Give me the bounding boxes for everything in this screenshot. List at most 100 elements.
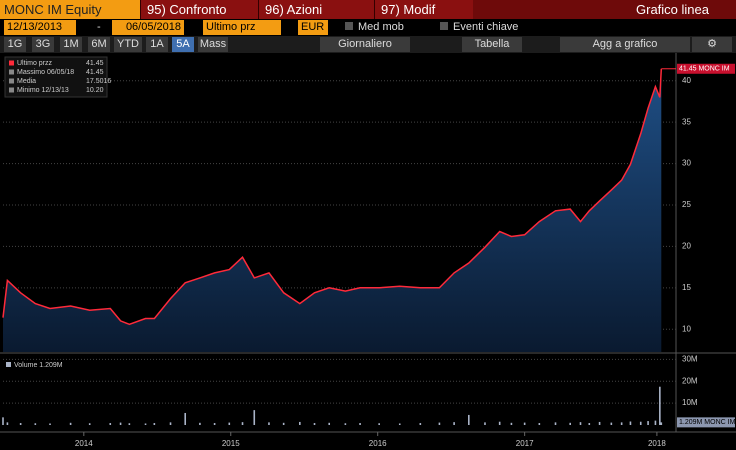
y-tick-label: 35	[682, 117, 691, 126]
last-price-tag	[677, 63, 735, 74]
period-button[interactable]: 1M	[60, 37, 82, 52]
y-tick-label: 30M	[682, 354, 698, 363]
volume-bar	[453, 422, 455, 425]
period-button[interactable]: 6M	[88, 37, 110, 52]
y-tick-label: 30	[682, 159, 691, 168]
volume-bar	[419, 423, 422, 425]
ticker[interactable]: MONC IM Equity	[0, 0, 140, 19]
volume-bar	[213, 423, 216, 425]
legend-label: Media	[17, 78, 36, 85]
y-tick-label: 10M	[682, 398, 698, 407]
last-volume-tag	[677, 417, 735, 428]
x-tick-label: 2015	[222, 439, 240, 448]
period-button[interactable]: Mass	[198, 37, 228, 52]
key-events-label: Eventi chiave	[453, 21, 519, 33]
settings[interactable]: ⚙	[692, 37, 732, 52]
volume-legend: Volume 1.209M	[14, 362, 63, 369]
volume-bar	[69, 422, 72, 425]
legend-swatch	[9, 78, 14, 84]
legend-swatch	[9, 60, 14, 66]
start-date[interactable]: 12/13/2013	[4, 20, 76, 35]
legend-value: 41.45	[86, 60, 104, 67]
legend-value: 17.5016	[86, 78, 111, 85]
volume-bar	[598, 421, 601, 425]
chart: 10 15 20 25 30 35 40 41.45 MONC IM 10M 20M 30M 2014…	[0, 53, 736, 450]
volume-bar	[659, 386, 661, 425]
volume-bar	[569, 422, 572, 425]
volume-bar	[253, 410, 256, 425]
x-tick-label: 2018	[648, 439, 666, 448]
volume-bar	[328, 422, 331, 425]
volume-bar	[199, 422, 201, 425]
volume-bar	[554, 422, 557, 425]
period-button[interactable]: 1A	[146, 37, 168, 52]
volume-bar	[639, 421, 642, 425]
volume-bar	[647, 421, 649, 425]
legend-box	[4, 56, 108, 98]
volume-bar	[34, 423, 37, 425]
price-area	[3, 68, 662, 353]
separator: -	[97, 21, 101, 33]
period-button[interactable]: YTD	[114, 37, 142, 52]
key-events[interactable]: Eventi chiave	[440, 20, 518, 35]
x-tick-label: 2014	[75, 439, 93, 448]
x-tick-label: 2017	[516, 439, 534, 448]
add-to-chart[interactable]: Agg a grafico	[560, 37, 690, 52]
volume-bar	[299, 421, 301, 425]
period-button[interactable]: 3G	[32, 37, 54, 52]
y-tick-label: 40	[682, 76, 691, 85]
last-price-label: 41.45 MONC IM	[679, 66, 730, 73]
volume-bar	[241, 422, 244, 425]
tab[interactable]: 96) Azioni	[258, 0, 375, 19]
tab[interactable]: 95) Confronto	[140, 0, 259, 19]
y-tick-label: 15	[682, 283, 691, 292]
period-button[interactable]: 5A	[172, 37, 194, 52]
period-button[interactable]: 1G	[4, 37, 26, 52]
volume-bar	[228, 422, 231, 425]
volume-bar	[109, 423, 112, 425]
last-volume-label: 1.209M MONC IM	[679, 419, 736, 426]
volume-bar	[523, 422, 526, 425]
moving-avg-label: Med mob	[358, 21, 404, 33]
volume-bar	[313, 423, 316, 425]
volume-bar	[498, 421, 501, 425]
volume-bar	[610, 422, 613, 425]
price-line	[2, 68, 663, 326]
volume-bar	[153, 423, 156, 425]
volume-bar	[268, 422, 270, 425]
legend-swatch	[9, 69, 14, 75]
volume-bar	[579, 422, 582, 425]
y-tick-label: 20M	[682, 376, 698, 385]
volume-bar	[654, 420, 657, 425]
currency-select[interactable]: EUR	[298, 20, 328, 35]
volume-bar	[510, 422, 513, 425]
y-tick-label: 20	[682, 242, 691, 251]
volume-bar	[88, 423, 91, 425]
y-tick-label: 25	[682, 200, 691, 209]
volume-bar	[359, 423, 361, 425]
volume-bar	[378, 423, 380, 425]
volume-bar	[6, 422, 9, 425]
volume-legend-swatch	[6, 362, 11, 367]
legend-label: Massimo 06/05/18	[17, 69, 74, 76]
view-title: Grafico linea	[636, 2, 709, 17]
volume-bar	[484, 422, 486, 425]
frequency-select[interactable]: Giornaliero	[320, 37, 410, 52]
legend-label: Ultimo przz	[17, 60, 53, 67]
legend-label: Minimo 12/13/13	[17, 87, 69, 94]
field-select[interactable]: Ultimo prz	[203, 20, 281, 35]
volume-bar	[119, 422, 122, 425]
volume-bar	[588, 423, 591, 425]
volume-bar	[128, 423, 131, 425]
end-date[interactable]: 06/05/2018	[112, 20, 184, 35]
volume-bar	[2, 417, 4, 425]
legend-value: 10.20	[86, 87, 104, 94]
volume-bar	[184, 412, 187, 425]
tab[interactable]: 97) Modif	[374, 0, 473, 19]
moving-avg[interactable]: Med mob	[345, 20, 404, 35]
legend-swatch	[9, 87, 14, 93]
period-bar: Giornaliero Tabella Agg a grafico ⚙ 1G 3G…	[0, 36, 736, 53]
table-button[interactable]: Tabella	[462, 37, 522, 52]
controls-bar: 12/13/2013 - 06/05/2018 Ultimo prz EUR M…	[0, 19, 736, 36]
volume-bar	[398, 423, 401, 425]
